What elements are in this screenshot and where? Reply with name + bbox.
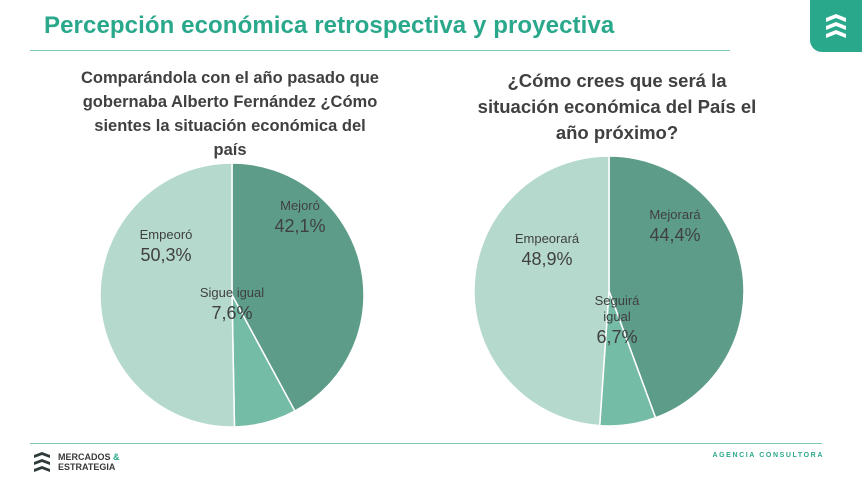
slice-category-mejoro: Mejoró	[280, 198, 320, 213]
footer-logo-line1: MERCADOS	[58, 452, 111, 462]
chart2-question-line: situación económica del País el	[477, 96, 757, 117]
chart2-question-line: año próximo?	[555, 122, 679, 143]
footer-divider	[30, 443, 822, 444]
slice-value-sigue-igual: 7,6%	[211, 303, 252, 323]
slice-value-empeoro: 50,3%	[140, 245, 191, 265]
brand-badge	[810, 0, 862, 52]
chart1-question-line: gobernaba Alberto Fernández ¿Cómo	[82, 93, 378, 111]
chart2-question-line: ¿Cómo crees que será la	[507, 70, 727, 91]
footer-logo: MERCADOS & ESTRATEGIA	[32, 451, 120, 473]
chart1-question: Comparándola con el año pasado que gober…	[80, 66, 380, 186]
pie-slice-empeoro	[100, 163, 236, 427]
slice-category-seguira-igual: Seguirá	[595, 293, 641, 308]
slice-category-mejorara: Mejorará	[649, 207, 701, 222]
slice-value-mejorara: 44,4%	[649, 225, 700, 245]
slice-label-sigue-igual: Sigue igual 7,6%	[200, 285, 264, 323]
footer-logo-line2: ESTRATEGIA	[58, 462, 116, 472]
slice-category-seguira-igual: igual	[603, 309, 631, 324]
title-divider	[30, 50, 730, 51]
footer-tagline: AGENCIA CONSULTORA	[712, 452, 824, 459]
ms-monogram-icon	[826, 14, 846, 38]
pie-slice-empeorara	[474, 156, 610, 426]
pie-chart-retrospective: Mejoró 42,1% Sigue igual 7,6% Empeoró 50,3%	[100, 163, 364, 427]
pie-slice-mejorara	[608, 156, 744, 419]
footer-logo-text: MERCADOS & ESTRATEGIA	[58, 452, 120, 472]
slice-label-mejoro: Mejoró 42,1%	[274, 198, 325, 236]
slice-category-empeorara: Empeorará	[515, 231, 580, 246]
slice-value-seguira-igual: 6,7%	[596, 327, 637, 347]
slice-category-sigue-igual: Sigue igual	[200, 285, 264, 300]
ms-monogram-icon	[34, 452, 50, 472]
slice-label-empeoro: Empeoró 50,3%	[140, 227, 193, 265]
slice-value-mejoro: 42,1%	[274, 216, 325, 236]
chart1-question-line: Comparándola con el año pasado que	[81, 69, 379, 87]
slice-label-empeorara: Empeorará 48,9%	[515, 231, 580, 269]
slice-label-mejorara: Mejorará 44,4%	[649, 207, 701, 245]
footer-logo-amp: &	[113, 452, 120, 462]
chart1-question-line: sientes la situación económica del país	[94, 117, 366, 159]
chart2-question: ¿Cómo crees que será la situación económ…	[452, 68, 782, 146]
page-title: Percepción económica retrospectiva y pro…	[44, 12, 615, 39]
slice-category-empeoro: Empeoró	[140, 227, 193, 242]
pie-slice-mejoro	[231, 163, 364, 413]
slice-value-empeorara: 48,9%	[521, 249, 572, 269]
